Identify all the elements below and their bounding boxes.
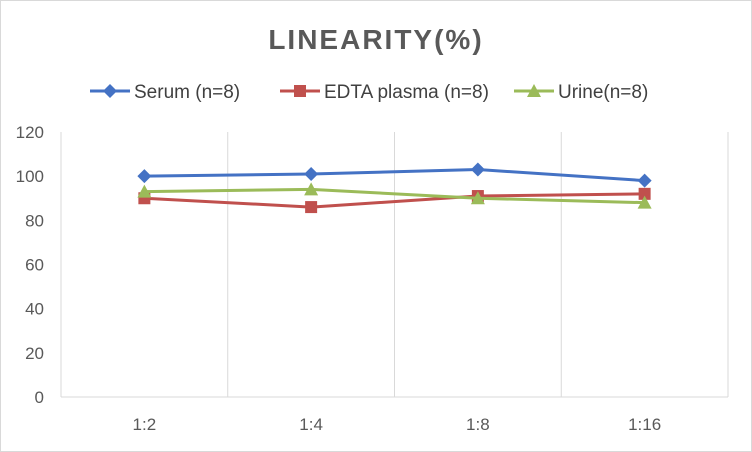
series-2 <box>137 182 652 209</box>
data-point <box>637 173 652 188</box>
y-axis: 0 20 40 60 80 100 120 <box>16 123 44 407</box>
grid-lines <box>60 132 729 397</box>
chart-legend: Serum (n=8) EDTA plasma (n=8) Urine(n=8) <box>90 82 648 103</box>
x-tick-label: 1:4 <box>299 415 323 434</box>
data-point <box>304 182 319 196</box>
legend-label: Serum (n=8) <box>134 82 240 103</box>
x-tick-label: 1:2 <box>133 415 157 434</box>
series-line <box>144 168 645 183</box>
x-tick-label: 1:16 <box>628 415 661 434</box>
legend-label: EDTA plasma (n=8) <box>324 82 489 103</box>
legend-label: Urine(n=8) <box>558 82 648 103</box>
legend-item-2: Urine(n=8) <box>514 82 648 103</box>
legend-marker <box>527 84 541 97</box>
data-point <box>137 184 152 198</box>
y-tick-label: 20 <box>25 344 44 363</box>
chart-title: LINEARITY(%) <box>268 24 483 55</box>
series-0 <box>137 162 652 188</box>
data-point <box>638 187 651 200</box>
data-point <box>137 169 152 184</box>
y-tick-label: 80 <box>25 211 44 230</box>
data-point <box>470 191 485 205</box>
legend-item-1: EDTA plasma (n=8) <box>280 82 489 103</box>
data-point <box>637 195 652 209</box>
legend-item-0: Serum (n=8) <box>90 82 240 103</box>
y-tick-label: 0 <box>35 388 44 407</box>
x-axis: 1:2 1:4 1:8 1:16 <box>61 396 728 434</box>
y-tick-label: 40 <box>25 300 44 319</box>
data-point <box>305 201 318 214</box>
x-tick-label: 1:8 <box>466 415 490 434</box>
legend-marker <box>103 84 117 98</box>
y-tick-label: 120 <box>16 123 44 142</box>
y-tick-label: 100 <box>16 167 44 186</box>
data-point <box>470 162 485 177</box>
y-tick-label: 60 <box>25 256 44 275</box>
plot-area <box>137 162 652 214</box>
data-point <box>304 166 319 181</box>
series-line <box>144 187 645 205</box>
legend-marker <box>294 85 306 97</box>
series-line <box>144 192 645 209</box>
